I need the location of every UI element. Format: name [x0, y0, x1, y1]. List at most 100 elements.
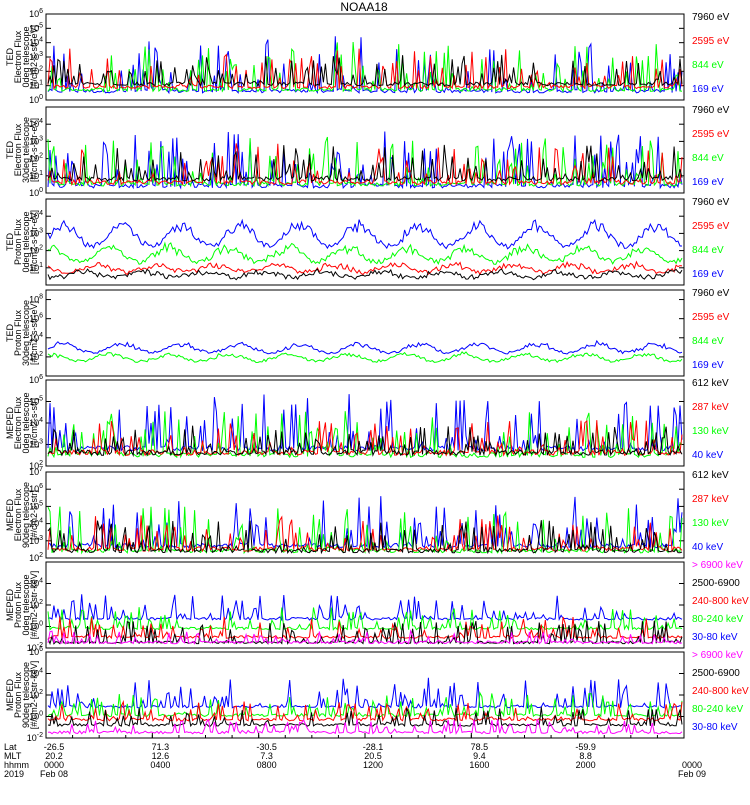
x-tick-label: -30.5: [256, 742, 277, 752]
series-7960-ev: [47, 54, 683, 88]
y-axis-label: Proton Flux: [13, 671, 23, 718]
y-tick-label: 102: [29, 245, 43, 256]
plot-title: NOAA18: [340, 0, 388, 14]
panel-frame: [45, 106, 685, 194]
series-trace: [47, 620, 683, 646]
y-tick-label: 104: [29, 518, 43, 529]
series-2500-6900: [47, 707, 683, 728]
legend-entry: 40 keV: [692, 450, 723, 461]
legend-entry: 169 eV: [692, 360, 724, 371]
y-axis-label: Electron Flux: [13, 396, 23, 449]
series-30-80-kev: [47, 677, 683, 710]
legend-entry: 130 keV: [692, 426, 729, 437]
series-169-ev: [47, 339, 683, 355]
series-30-80-kev: [47, 594, 683, 622]
legend-entry: 2595 eV: [692, 221, 730, 232]
x-tick-label: 0000: [682, 760, 702, 770]
series-trace: [47, 351, 683, 364]
y-tick-label: 108: [29, 294, 43, 305]
x-tick-label: 9.4: [473, 751, 486, 761]
series-trace: [47, 520, 683, 555]
y-tick-label: 103: [29, 51, 43, 62]
y-axis-label: [#/cm2-s-str-eV]: [29, 301, 39, 365]
legend-entry: 169 eV: [692, 84, 724, 95]
y-tick-label: 104: [29, 37, 43, 48]
x-tick-label: 1200: [363, 760, 383, 770]
legend-entry: 80-240 keV: [692, 704, 743, 715]
series-trace: [47, 241, 683, 266]
y-axis-label: Electron Flux: [13, 30, 23, 83]
series--6900-kev: [47, 629, 683, 645]
y-axis-label: [#/cm2-s-str]: [29, 490, 39, 540]
legend-entry: 287 keV: [692, 494, 729, 505]
x-tick-label: Feb 08: [40, 769, 68, 779]
y-axis-label: 90deg telescope: [21, 662, 31, 728]
series-trace: [47, 691, 683, 718]
y-axis-label: 0deg telescope: [21, 26, 31, 87]
y-axis-label: 0deg telescope: [21, 574, 31, 635]
legend-entry: 2500-6900: [692, 578, 740, 589]
y-tick-label: 104: [29, 417, 43, 428]
y-axis-label: TED: [5, 232, 15, 251]
y-axis-label: [#/cm2-s-str-keV]: [29, 661, 39, 730]
panel-frame: [45, 198, 685, 286]
y-axis-label: MEPED: [5, 589, 15, 622]
y-tick-label: 100: [29, 187, 43, 198]
series-287-kev: [47, 515, 683, 553]
y-axis-label: 90deg telescope: [21, 482, 31, 548]
series-trace: [47, 41, 683, 93]
legend-entry: 2595 eV: [692, 36, 730, 47]
legend-entry: 287 keV: [692, 402, 729, 413]
series-trace: [47, 144, 683, 183]
y-axis-label: TED: [5, 47, 15, 66]
series-612-kev: [47, 520, 683, 555]
series-trace: [47, 515, 683, 553]
y-tick-label: 102: [29, 552, 43, 563]
series-7960-ev: [47, 268, 683, 281]
x-tick-label: 20.5: [364, 751, 382, 761]
legend-entry: 30-80 keV: [692, 632, 738, 643]
y-axis-label: Electron Flux: [13, 488, 23, 541]
legend-entry: > 6900 keV: [692, 560, 743, 571]
x-tick-label: Feb 09: [678, 769, 706, 779]
y-axis-label: [#/cm2-s-str-eV]: [29, 210, 39, 274]
y-tick-label: 106: [29, 8, 43, 19]
y-tick-label: 100: [29, 621, 43, 632]
y-tick-label: 103: [29, 535, 43, 546]
x-tick-label: 0400: [150, 760, 170, 770]
legend-entry: 80-240 keV: [692, 614, 743, 625]
y-tick-label: 103: [29, 135, 43, 146]
series-80-240-kev: [47, 691, 683, 718]
series-169-ev: [47, 218, 682, 250]
series-trace: [47, 594, 683, 622]
series-612-kev: [47, 425, 683, 458]
legend-entry: 240-800 keV: [692, 596, 749, 607]
legend-entry: > 6900 keV: [692, 650, 743, 661]
x-tick-label: 1600: [469, 760, 489, 770]
y-tick-label: 103: [29, 439, 43, 450]
series--6900-kev: [47, 718, 683, 735]
series-240-800-kev: [47, 699, 683, 722]
x-tick-label: -26.5: [44, 742, 65, 752]
y-axis-label: TED: [5, 323, 15, 342]
series-844-ev: [47, 41, 683, 93]
legend-entry: 169 eV: [692, 177, 724, 188]
y-tick-label: 100: [29, 94, 43, 105]
y-tick-label: 102: [29, 599, 43, 610]
y-axis-label: 0deg telescope: [21, 392, 31, 453]
y-axis-label: MEPED: [5, 499, 15, 532]
legend-entry: 7960 eV: [692, 197, 730, 208]
series-2595-ev: [47, 260, 683, 276]
series-trace: [47, 339, 683, 355]
y-tick-label: 104: [29, 578, 43, 589]
series-40-kev: [47, 496, 683, 550]
y-tick-label: 102: [29, 460, 43, 471]
y-tick-label: 106: [29, 646, 43, 657]
y-axis-label: MEPED: [5, 407, 15, 440]
